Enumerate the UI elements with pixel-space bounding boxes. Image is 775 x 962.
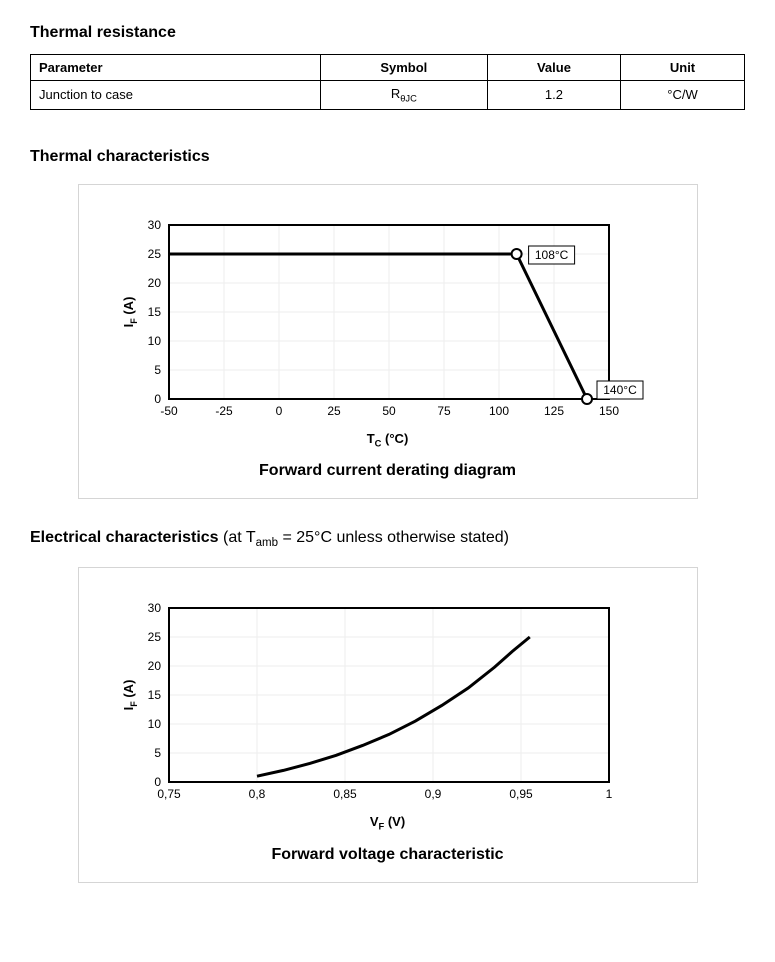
svg-text:IF (A): IF (A) [121, 680, 139, 711]
svg-text:108°C: 108°C [534, 248, 568, 262]
svg-text:0,9: 0,9 [424, 787, 441, 801]
elec-note-prefix: (at T [219, 529, 256, 546]
svg-text:15: 15 [147, 688, 161, 702]
svg-text:0: 0 [154, 392, 161, 406]
svg-text:50: 50 [382, 404, 396, 418]
chart2-caption: Forward voltage characteristic [109, 846, 667, 864]
chart-derating-container: -50 -25 0 25 50 75 100 125 150 0 5 10 15 20 25 30 IF (A)… [78, 184, 698, 500]
td-unit: °C/W [621, 81, 745, 110]
elec-note-sub: amb [256, 537, 278, 549]
svg-text:0,75: 0,75 [157, 787, 181, 801]
svg-text:75: 75 [437, 404, 451, 418]
th-parameter: Parameter [31, 55, 321, 81]
section-title-thermal-resistance: Thermal resistance [30, 24, 745, 42]
symbol-sub: θJC [400, 94, 417, 104]
svg-text:IF (A): IF (A) [121, 296, 139, 327]
svg-text:5: 5 [154, 746, 161, 760]
xlabel-unit: (°C) [381, 431, 408, 446]
section-title-electrical-characteristics: Electrical characteristics (at Tamb = 25… [30, 529, 745, 549]
chart-forward-voltage: 0,750,80,850,90,951051015202530IF (A) [109, 598, 669, 808]
thermal-resistance-table: Parameter Symbol Value Unit Junction to … [30, 54, 745, 110]
td-symbol: RθJC [320, 81, 487, 110]
svg-text:140°C: 140°C [603, 383, 637, 397]
svg-text:0: 0 [154, 775, 161, 789]
elec-title-text: Electrical characteristics [30, 529, 219, 546]
svg-text:10: 10 [147, 717, 161, 731]
chart2-xlabel: VF (V) [109, 814, 667, 832]
table-row: Junction to case RθJC 1.2 °C/W [31, 81, 745, 110]
th-unit: Unit [621, 55, 745, 81]
svg-text:0: 0 [275, 404, 282, 418]
chart1-caption: Forward current derating diagram [109, 462, 667, 480]
svg-text:25: 25 [147, 247, 161, 261]
svg-text:30: 30 [147, 601, 161, 615]
svg-text:25: 25 [327, 404, 341, 418]
xlabel-main: V [370, 814, 379, 829]
svg-text:0,85: 0,85 [333, 787, 357, 801]
td-value: 1.2 [487, 81, 620, 110]
svg-text:-50: -50 [160, 404, 178, 418]
xlabel-main: T [367, 431, 375, 446]
svg-text:150: 150 [598, 404, 618, 418]
th-symbol: Symbol [320, 55, 487, 81]
svg-text:5: 5 [154, 363, 161, 377]
elec-note: (at Tamb = 25°C unless otherwise stated) [219, 529, 509, 546]
td-parameter: Junction to case [31, 81, 321, 110]
table-header-row: Parameter Symbol Value Unit [31, 55, 745, 81]
elec-note-suffix: = 25°C unless otherwise stated) [278, 529, 509, 546]
chart1-xlabel: TC (°C) [109, 431, 667, 449]
svg-text:10: 10 [147, 334, 161, 348]
symbol-main: R [391, 86, 400, 101]
svg-text:1: 1 [605, 787, 612, 801]
svg-text:-25: -25 [215, 404, 233, 418]
th-value: Value [487, 55, 620, 81]
svg-text:15: 15 [147, 305, 161, 319]
svg-text:125: 125 [543, 404, 563, 418]
chart-vf-container: 0,750,80,850,90,951051015202530IF (A) VF… [78, 567, 698, 883]
svg-text:0,8: 0,8 [248, 787, 265, 801]
svg-text:0,95: 0,95 [509, 787, 533, 801]
chart-derating: -50 -25 0 25 50 75 100 125 150 0 5 10 15 20 25 30 IF (A)… [109, 215, 669, 425]
svg-text:20: 20 [147, 659, 161, 673]
svg-text:20: 20 [147, 276, 161, 290]
svg-text:100: 100 [488, 404, 508, 418]
svg-text:30: 30 [147, 218, 161, 232]
svg-text:25: 25 [147, 630, 161, 644]
xlabel-unit: (V) [384, 814, 405, 829]
section-title-thermal-characteristics: Thermal characteristics [30, 148, 745, 166]
